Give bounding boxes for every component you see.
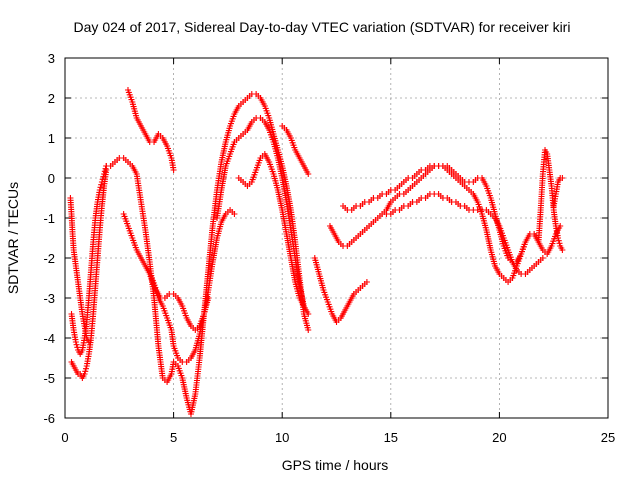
grid: [65, 58, 608, 418]
data-point: [555, 235, 562, 241]
series-arc-16: [550, 175, 566, 209]
data-point: [96, 187, 103, 193]
series-arc-14: [383, 191, 546, 277]
data-point: [559, 247, 566, 253]
data-point: [539, 255, 546, 261]
data-point: [305, 327, 312, 333]
x-axis-tick-labels: 0 5 10 15 20 25: [61, 430, 615, 445]
y-tick-label: 3: [48, 51, 55, 66]
series-arc-3: [68, 163, 110, 357]
data-point-interp: [102, 165, 109, 172]
data-point: [231, 211, 238, 217]
data-point: [98, 179, 105, 185]
data-point: [305, 311, 312, 317]
series-arc-10: [279, 123, 312, 177]
series-arc-1: [67, 195, 92, 345]
chart-title: Day 024 of 2017, Sidereal Day-to-day VTE…: [74, 19, 571, 35]
data-point-interp: [100, 173, 107, 180]
data-point: [101, 171, 108, 177]
y-axis-tick-labels: 3 2 1 0 -1 -2 -3 -4 -5 -6: [43, 51, 55, 426]
data-point-interp: [73, 341, 80, 348]
data-point-interp: [98, 181, 105, 188]
y-tick-label: -6: [43, 411, 55, 426]
data-marks: [67, 87, 566, 417]
data-point-interp: [555, 237, 562, 244]
x-tick-label: 15: [384, 430, 398, 445]
y-tick-label: -2: [43, 251, 55, 266]
data-point: [72, 339, 79, 345]
data-point: [305, 171, 312, 177]
data-point-interp: [101, 168, 108, 175]
x-tick-label: 0: [61, 430, 68, 445]
data-point-interp: [556, 240, 563, 247]
data-point-interp: [97, 184, 104, 191]
data-point: [205, 295, 212, 301]
data-point-interp: [99, 176, 106, 183]
series-arc-9: [235, 151, 307, 309]
y-tick-label: -4: [43, 331, 55, 346]
axis-ticks: [64, 57, 609, 419]
y-tick-label: 2: [48, 91, 55, 106]
series-arc-7: [148, 275, 212, 333]
x-tick-label: 25: [601, 430, 615, 445]
data-point: [559, 175, 566, 181]
y-tick-label: -3: [43, 291, 55, 306]
y-tick-label: -1: [43, 211, 55, 226]
data-point-interp: [82, 365, 89, 372]
data-point-interp: [74, 344, 81, 351]
y-tick-label: -5: [43, 371, 55, 386]
x-axis-title: GPS time / hours: [282, 457, 389, 473]
x-tick-label: 5: [170, 430, 177, 445]
data-point: [81, 371, 88, 377]
series-arc-11: [311, 255, 370, 325]
series-arc-2: [68, 167, 110, 381]
y-axis-title: SDTVAR / TECUs: [5, 182, 21, 294]
data-point-interp: [82, 368, 89, 375]
data-point: [170, 167, 177, 173]
series-arc-12: [326, 163, 529, 265]
series-arc-5: [124, 87, 177, 173]
x-tick-label: 10: [275, 430, 289, 445]
plot-frame: [64, 57, 609, 419]
series-arc-15: [535, 147, 566, 253]
y-tick-label: 0: [48, 171, 55, 186]
data-point: [300, 303, 307, 309]
y-tick-label: 1: [48, 131, 55, 146]
x-tick-label: 20: [492, 430, 506, 445]
series-arc-6: [120, 207, 238, 365]
data-point: [363, 279, 370, 285]
series-arc-4: [103, 91, 312, 417]
